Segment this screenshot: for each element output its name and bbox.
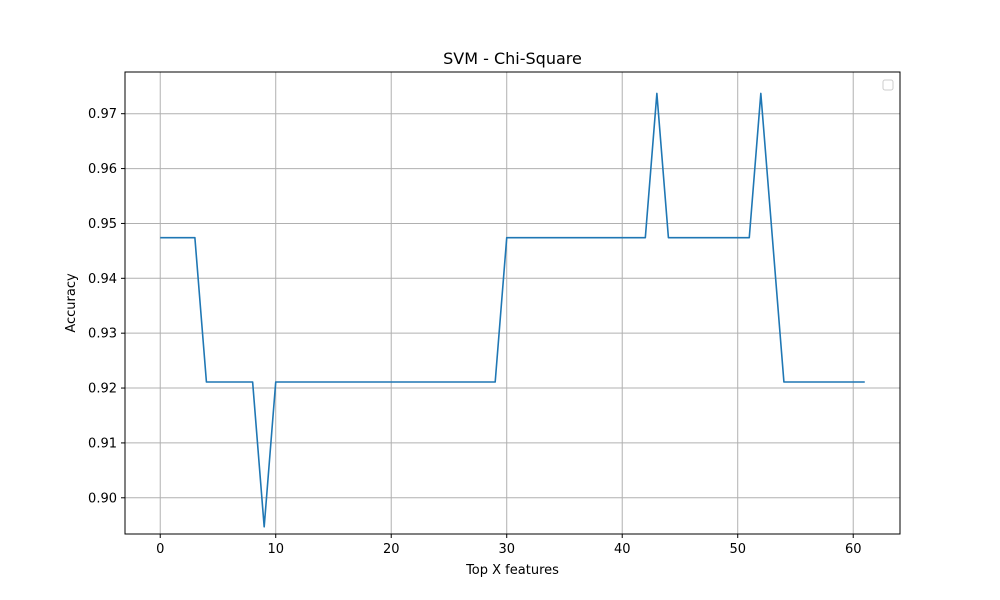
axes-frame xyxy=(124,71,901,535)
data-series xyxy=(160,92,865,528)
legend-box xyxy=(882,79,894,91)
chart-title: SVM - Chi-Square xyxy=(443,49,582,68)
x-tick-label: 20 xyxy=(383,542,400,557)
y-tick-label: 0.97 xyxy=(88,107,117,122)
y-tick-label: 0.96 xyxy=(88,162,117,177)
x-tick-label: 50 xyxy=(729,542,746,557)
y-tick-label: 0.92 xyxy=(88,382,117,397)
y-tick-label: 0.95 xyxy=(88,217,117,232)
x-axis-label: Top X features xyxy=(465,563,559,578)
y-tick-label: 0.94 xyxy=(88,272,117,287)
y-tick-label: 0.91 xyxy=(88,436,117,451)
series-line xyxy=(160,92,865,528)
x-tick-label: 40 xyxy=(614,542,631,557)
legend xyxy=(882,79,894,91)
x-tick-label: 30 xyxy=(498,542,515,557)
y-axis-label: Accuracy xyxy=(64,273,79,333)
y-tick-label: 0.90 xyxy=(88,491,117,506)
x-tick-label: 60 xyxy=(845,542,862,557)
x-tick-label: 0 xyxy=(156,542,164,557)
y-tick-label: 0.93 xyxy=(88,327,117,342)
axis-ticks: 0 10 20 30 40 50 60 0.90 0.91 0.92 0.93 0.94 0.95 0.9… xyxy=(88,107,861,557)
x-tick-label: 10 xyxy=(267,542,284,557)
